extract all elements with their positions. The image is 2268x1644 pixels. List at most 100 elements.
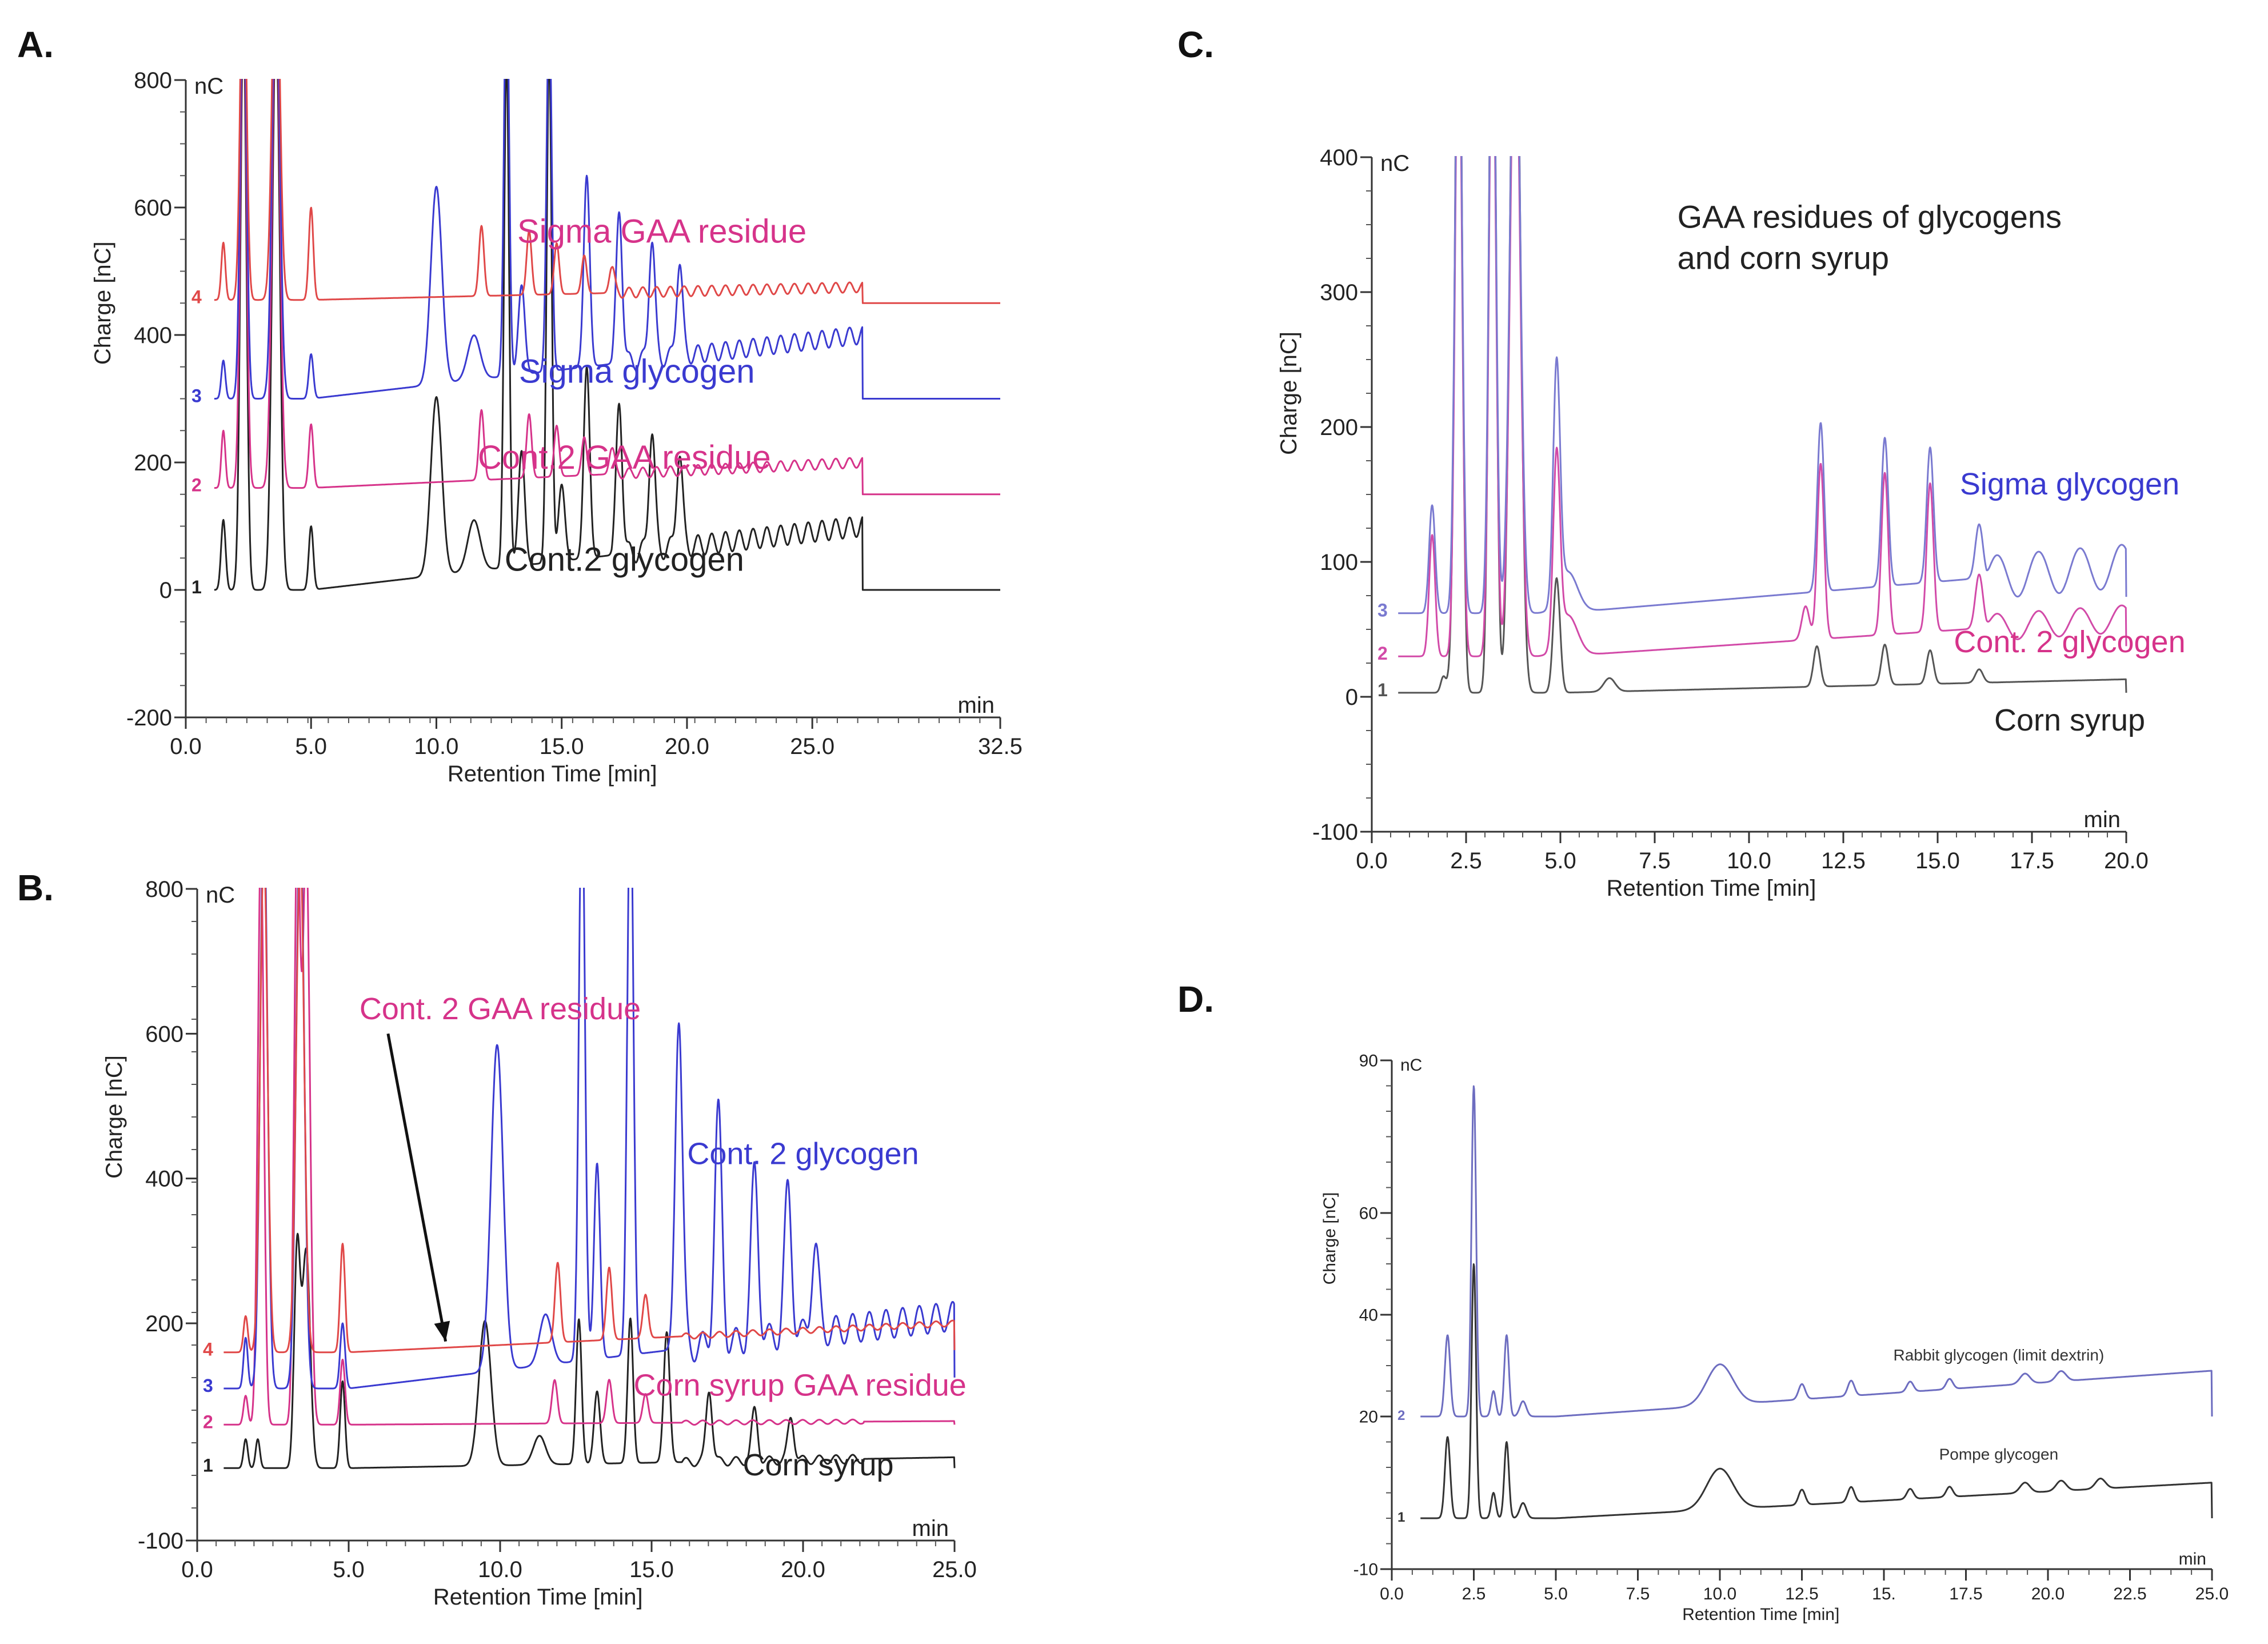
x-tick-label: 10.0 [1703, 1585, 1736, 1603]
series-line-4 [214, 79, 1001, 304]
x-tick-label: 20.0 [781, 1557, 825, 1582]
series-label: Cont.2 glycogen [505, 541, 744, 578]
panel-c: C. -100 0 100 200 300 400 0.0 2.5 5.0 7.5 10.0 12.5 1… [1177, 24, 2186, 901]
series-label: Rabbit glycogen (limit dextrin) [1893, 1346, 2104, 1364]
y-tick-label: 400 [134, 323, 172, 348]
x-tick-label: 2.5 [1450, 848, 1482, 873]
series-index-label: 2 [1377, 643, 1388, 664]
series-label: Cont. 2 GAA residue [360, 992, 641, 1026]
x-tick-label: 15.0 [629, 1557, 674, 1582]
series-index-label: 3 [191, 386, 202, 406]
series-label: Sigma GAA residue [517, 213, 806, 250]
series-label: Cont. 2 glycogen [1954, 625, 2185, 659]
x-axis-title: Retention Time [min] [448, 761, 657, 787]
y-tick-label: 200 [134, 450, 172, 476]
x-tick-label: 7.5 [1639, 848, 1671, 873]
series-line-1 [223, 1232, 956, 1469]
x-tick-label: 5.0 [295, 734, 327, 759]
x-axis-title: Retention Time [min] [433, 1585, 643, 1610]
x-tick-label: 0.0 [181, 1557, 213, 1582]
x-tick-label: 25.0 [2195, 1585, 2229, 1603]
y-axis-title: Charge [nC] [90, 241, 115, 365]
y-tick-label: 60 [1359, 1204, 1378, 1223]
series-label: Sigma glycogen [1960, 467, 2179, 501]
series-label: Cont. 2 glycogen [687, 1136, 919, 1171]
x-tick-label: 0.0 [1380, 1585, 1404, 1603]
y-tick-label: 800 [134, 68, 172, 93]
x-tick-label: 20.0 [2104, 848, 2149, 873]
y-tick-label: 400 [1320, 145, 1358, 170]
panel-label: C. [1177, 24, 1214, 65]
series-index-label: 1 [191, 577, 202, 597]
x-unit-label: min [2179, 1550, 2206, 1569]
panel-a: A. -200 0 200 400 600 800 0.0 5.0 10.0 15.0 20.0 25.… [17, 24, 1023, 787]
series-index-label: 1 [1377, 680, 1388, 700]
series-line-3 [214, 79, 1001, 400]
panel-d: D. -10 20 40 60 90 0.0 2.5 5.0 7.5 10.0 12.5 15. 17.5… [1177, 979, 2229, 1624]
y-unit-label: nC [1400, 1056, 1422, 1075]
x-tick-label: 5.0 [1544, 848, 1576, 873]
series-line-1 [214, 79, 1001, 591]
x-tick-label: 12.5 [1821, 848, 1866, 873]
x-tick-label: 25.0 [790, 734, 834, 759]
y-unit-label: nC [1380, 151, 1409, 176]
x-unit-label: min [2084, 807, 2121, 832]
x-tick-label: 20.0 [665, 734, 709, 759]
y-tick-label: -10 [1353, 1561, 1378, 1579]
chart-title-line: GAA residues of glycogens [1678, 198, 2062, 234]
y-tick-label: -100 [138, 1529, 183, 1554]
series-line-2 [223, 888, 956, 1426]
x-tick-label: 10.0 [478, 1557, 522, 1582]
x-tick-label: 10.0 [414, 734, 459, 759]
plot-area [1397, 156, 2127, 694]
x-tick-label: 15.0 [1915, 848, 1960, 873]
x-tick-label: 32.5 [978, 734, 1023, 759]
x-tick-label: 5.0 [1544, 1585, 1568, 1603]
panel-label: A. [17, 24, 54, 65]
y-tick-label: 20 [1359, 1408, 1378, 1427]
series-index-label: 4 [203, 1339, 213, 1360]
y-tick-label: 800 [145, 877, 183, 902]
y-axis-title: Charge [nC] [1276, 332, 1301, 455]
series-line-3 [1397, 156, 2127, 614]
panel-b: B. -100 200 400 600 800 0.0 5.0 10.0 15.0 20.0 25.0… [17, 867, 977, 1610]
x-tick-label: 20.0 [2031, 1585, 2065, 1603]
series-index-label: 1 [203, 1455, 213, 1475]
y-tick-label: 300 [1320, 280, 1358, 305]
x-axis-title: Retention Time [min] [1682, 1605, 1839, 1624]
x-tick-label: 10.0 [1727, 848, 1771, 873]
y-tick-label: 400 [145, 1167, 183, 1192]
y-tick-label: 40 [1359, 1306, 1378, 1325]
y-tick-label: 0 [1345, 685, 1358, 710]
x-unit-label: min [912, 1516, 949, 1541]
x-tick-label: 2.5 [1462, 1585, 1486, 1603]
y-axis-title: Charge [nC] [102, 1055, 127, 1179]
series-label: Cont.2 GAA residue [478, 439, 771, 476]
x-axis-title: Retention Time [min] [1607, 876, 1816, 901]
panel-label: D. [1177, 979, 1214, 1020]
y-tick-label: -200 [126, 705, 172, 731]
y-tick-label: 200 [145, 1311, 183, 1336]
series-label: Sigma glycogen [519, 353, 755, 390]
x-unit-label: min [958, 693, 995, 718]
series-line-3 [223, 888, 956, 1390]
x-tick-label: 0.0 [1356, 848, 1388, 873]
series-index-label: 4 [191, 287, 202, 308]
x-tick-label: 15.0 [540, 734, 584, 759]
series-label: Corn syrup [1994, 703, 2145, 737]
y-unit-label: nC [194, 74, 223, 99]
y-tick-label: 600 [145, 1021, 183, 1047]
x-tick-label: 25.0 [932, 1557, 977, 1582]
y-tick-label: 90 [1359, 1052, 1378, 1071]
plot-area [223, 888, 956, 1469]
y-tick-label: 100 [1320, 550, 1358, 575]
series-line-4 [223, 888, 956, 1354]
y-axis-title: Charge [nC] [1320, 1192, 1339, 1285]
x-tick-label: 5.0 [333, 1557, 365, 1582]
series-line-1 [1397, 156, 2127, 694]
series-line-1 [1420, 1263, 2213, 1519]
y-unit-label: nC [206, 883, 235, 908]
y-tick-label: -100 [1312, 820, 1358, 845]
